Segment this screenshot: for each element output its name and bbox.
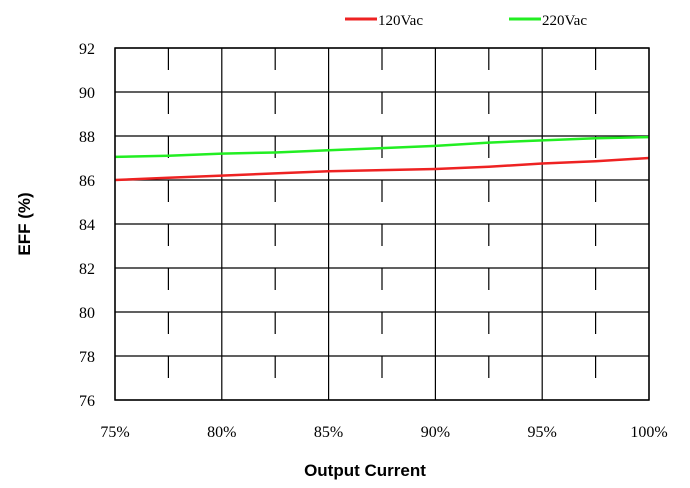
x-tick-label: 75% xyxy=(100,424,129,441)
y-tick-label: 80 xyxy=(79,305,95,322)
x-tick-label: 85% xyxy=(314,424,343,441)
x-axis-title: Output Current xyxy=(304,461,426,480)
y-tick-label: 92 xyxy=(79,41,95,58)
x-tick-labels: 75% 80% 85% 90% 95% 100% xyxy=(100,424,667,441)
legend-label: 120Vac xyxy=(378,13,423,29)
x-tick-label: 95% xyxy=(528,424,557,441)
y-tick-label: 90 xyxy=(79,85,95,102)
y-tick-label: 82 xyxy=(79,261,95,278)
series-line-220Vac xyxy=(114,135,650,159)
y-axis-title: EFF (%) xyxy=(15,192,34,255)
x-tick-label: 80% xyxy=(207,424,236,441)
series-lines xyxy=(114,135,650,182)
legend: 120Vac 220Vac xyxy=(345,13,587,29)
y-tick-label: 76 xyxy=(79,393,95,410)
x-tick-label: 90% xyxy=(421,424,450,441)
y-tick-label: 88 xyxy=(79,129,95,146)
series-line-120Vac xyxy=(114,156,650,182)
plot-frame xyxy=(114,47,650,401)
x-tick-label: 100% xyxy=(630,424,667,441)
y-tick-label: 78 xyxy=(79,349,95,366)
y-tick-labels: 76 78 80 82 84 86 88 90 92 xyxy=(79,41,95,410)
legend-label: 220Vac xyxy=(542,13,587,29)
y-tick-label: 84 xyxy=(79,217,95,234)
grid xyxy=(114,47,650,401)
y-tick-label: 86 xyxy=(79,173,95,190)
